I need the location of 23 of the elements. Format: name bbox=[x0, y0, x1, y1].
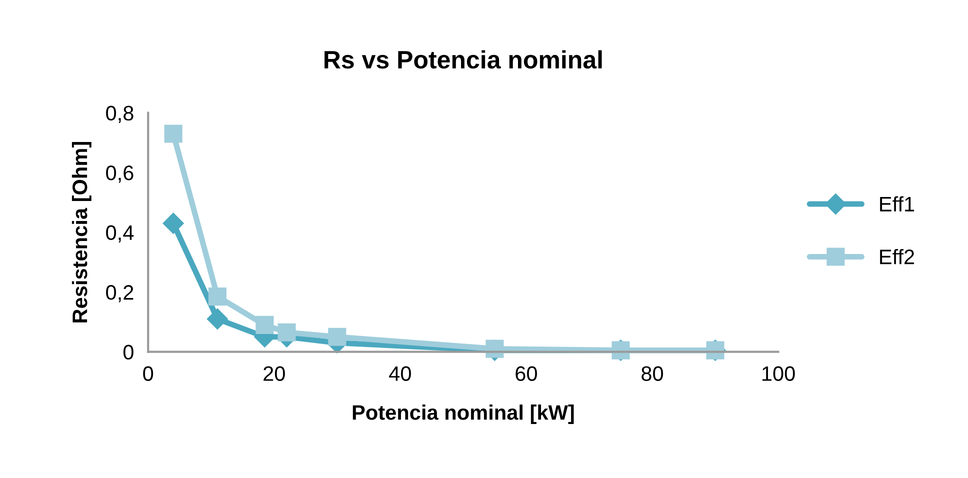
y-axis-title: Resistencia [Ohm] bbox=[72, 142, 92, 322]
legend-label: Eff1 bbox=[880, 196, 914, 212]
x-tick-label: 100 bbox=[762, 366, 795, 381]
x-axis-title: Potencia nominal [kW] bbox=[352, 404, 574, 424]
point bbox=[208, 288, 226, 306]
y-tick-label: 0 bbox=[123, 344, 134, 360]
y-tick-label: 0,8 bbox=[106, 106, 134, 124]
y-tick-label: 0,4 bbox=[106, 225, 134, 243]
y-tick-label: 0,2 bbox=[106, 285, 134, 302]
point bbox=[256, 316, 274, 334]
legend-label: Eff2 bbox=[880, 248, 914, 264]
y-tick-label: 0,6 bbox=[106, 166, 134, 183]
point bbox=[162, 212, 184, 234]
x-tick-label: 20 bbox=[264, 366, 285, 381]
x-tick-label: 0 bbox=[143, 366, 154, 381]
x-tick-label: 40 bbox=[389, 366, 411, 381]
x-tick-label: 80 bbox=[642, 366, 664, 381]
chart-title: Rs vs Potencia nominal bbox=[324, 50, 602, 69]
x-tick-label: 60 bbox=[516, 366, 537, 381]
point bbox=[278, 323, 296, 342]
point bbox=[164, 124, 182, 143]
point bbox=[206, 308, 228, 330]
point bbox=[328, 328, 346, 346]
